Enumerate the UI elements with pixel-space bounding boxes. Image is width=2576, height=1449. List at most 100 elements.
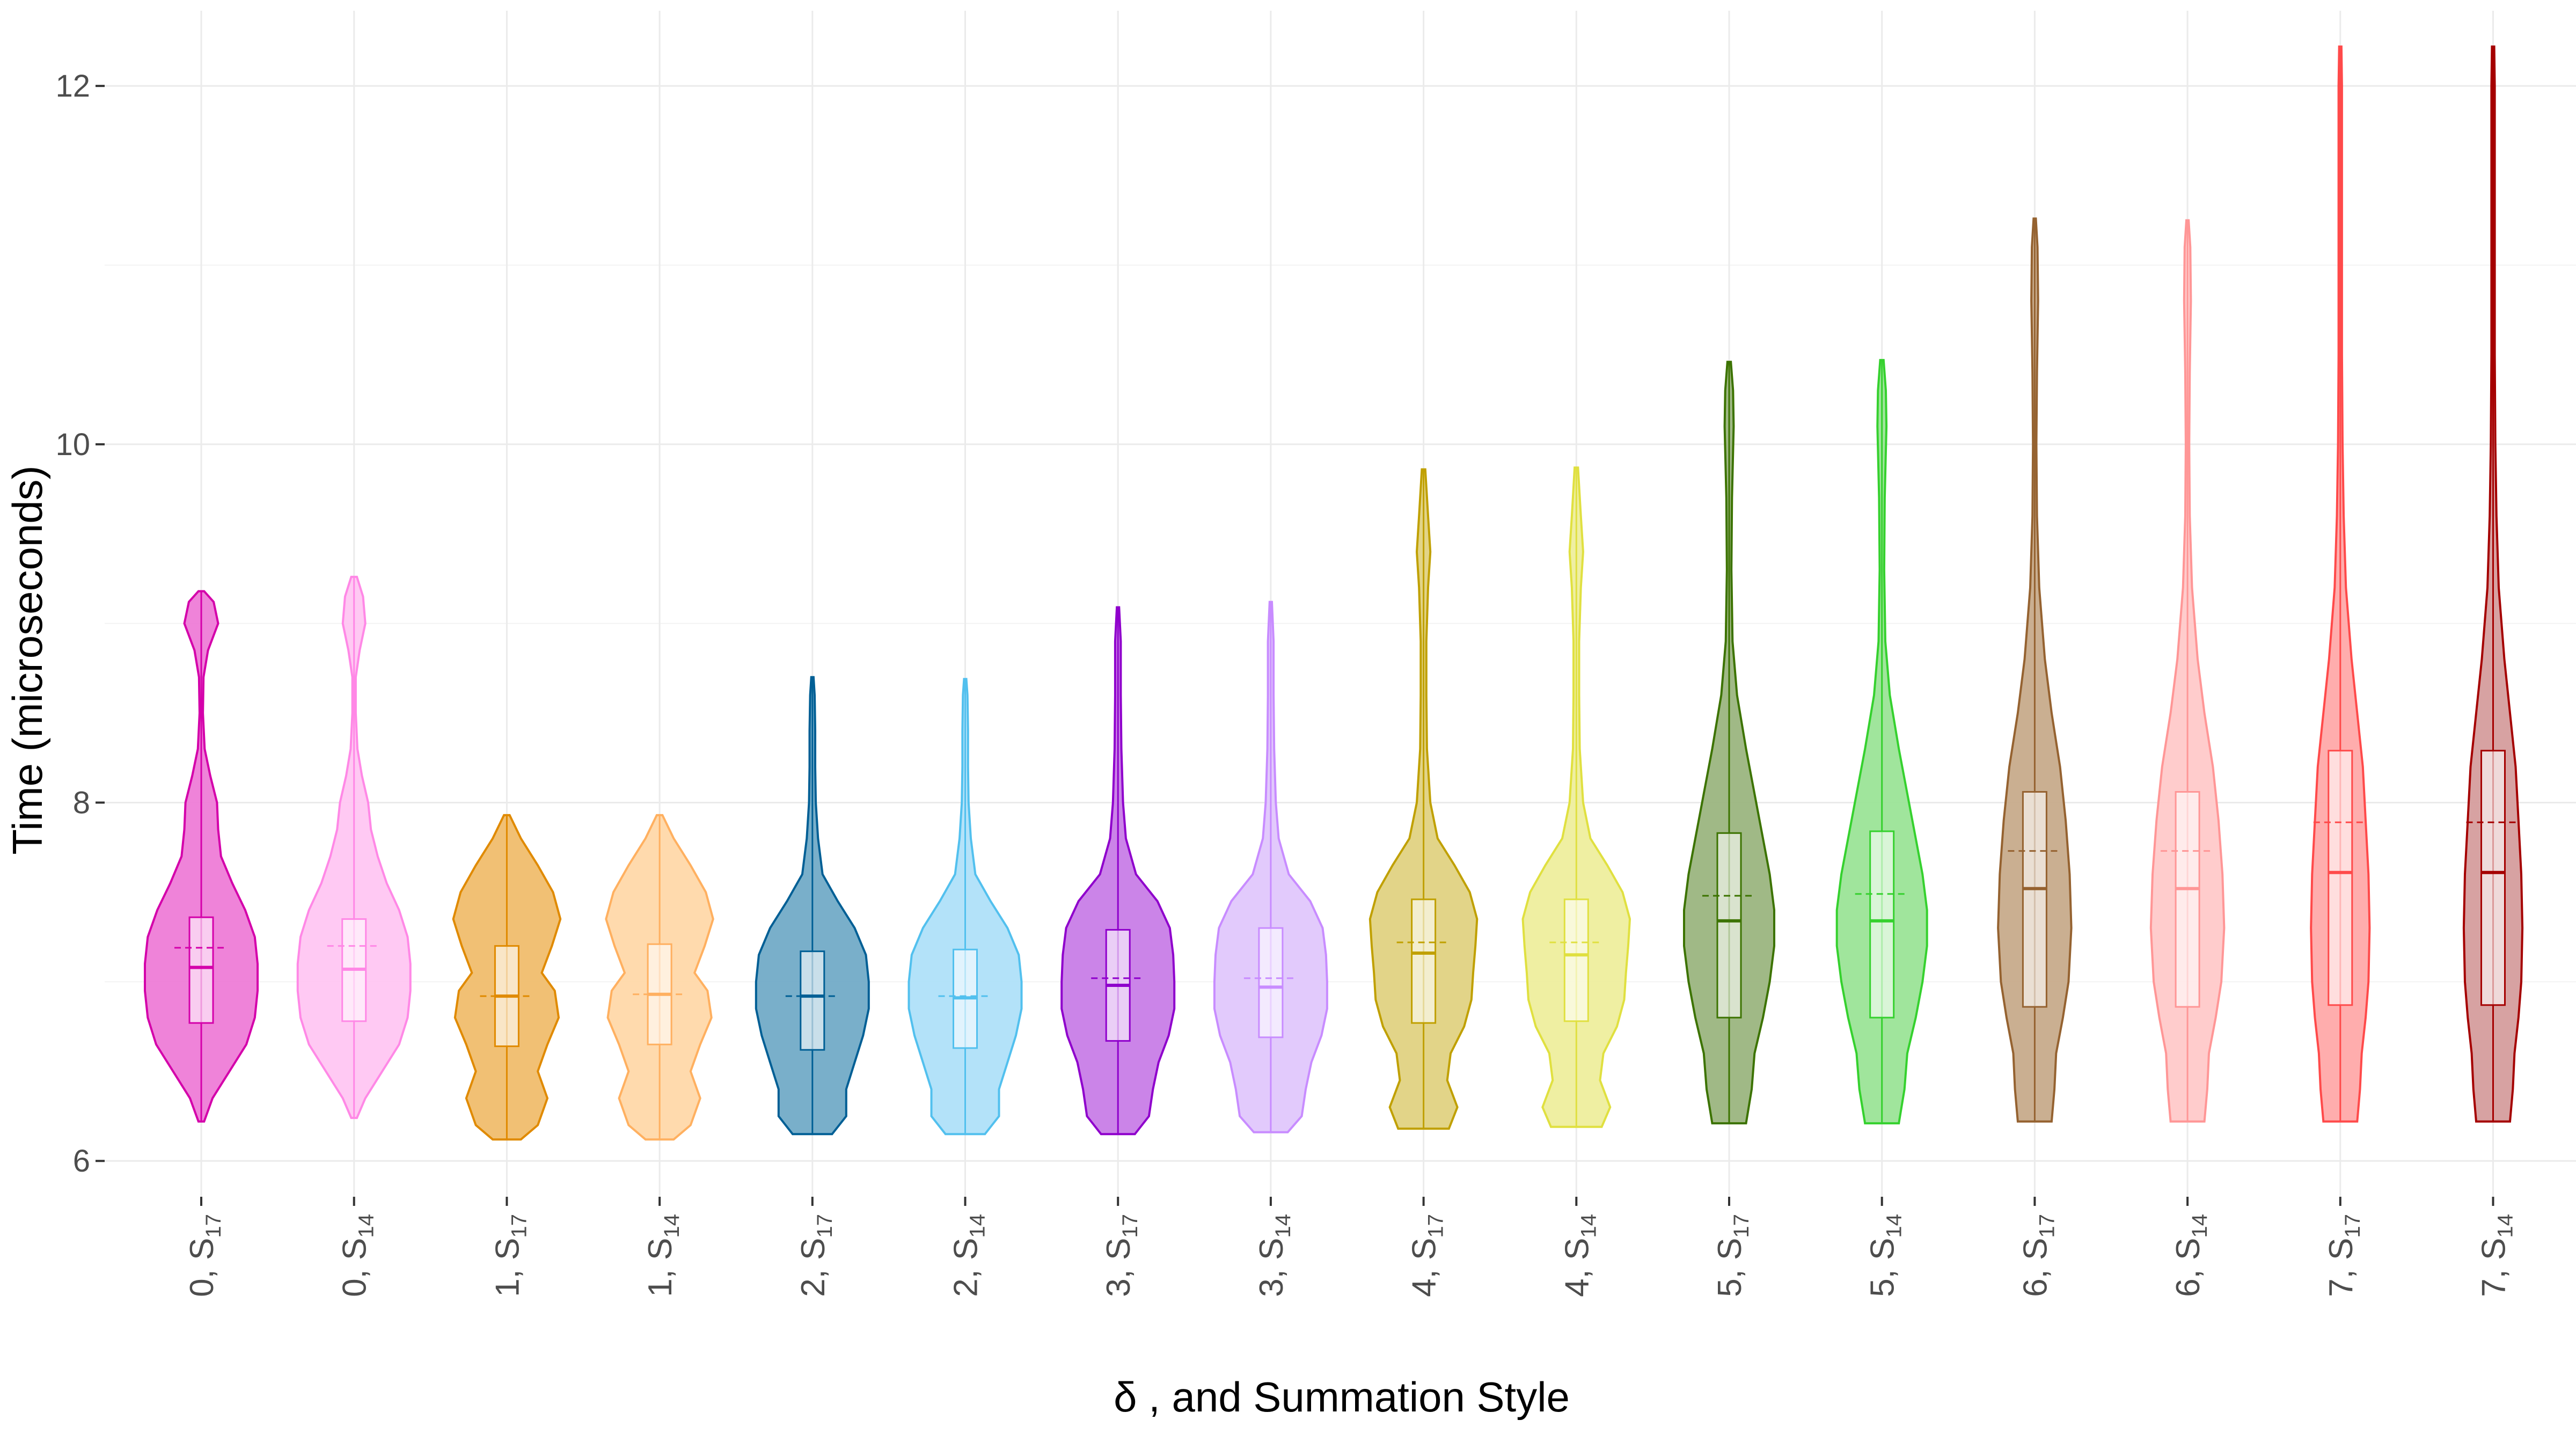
x-tick-subscript: 17 [1118, 1214, 1142, 1238]
box-iqr [800, 950, 825, 1051]
box-iqr [2480, 750, 2506, 1006]
x-tick-delta: 2, [948, 1260, 985, 1297]
x-tick-label: 0, S14 [336, 1214, 378, 1297]
x-tick-style: S [1864, 1238, 1901, 1260]
violin-group [2149, 219, 2226, 1123]
x-tick-delta: 0, [184, 1260, 221, 1297]
x-tick-subscript: 17 [2035, 1214, 2059, 1238]
x-tick-style: S [2476, 1238, 2513, 1260]
y-axis-title: Time (microseconds) [4, 465, 51, 854]
x-tick-label: 2, S17 [795, 1214, 837, 1297]
x-tick-subscript: 17 [1424, 1214, 1448, 1238]
violin-group [1368, 468, 1479, 1130]
x-tick-style: S [1558, 1238, 1596, 1260]
x-tick-delta: 4, [1558, 1260, 1596, 1297]
x-tick-delta: 4, [1406, 1260, 1443, 1297]
x-tick-subscript: 14 [660, 1214, 684, 1238]
x-tick-style: S [336, 1238, 374, 1260]
x-tick-style: S [948, 1238, 985, 1260]
box-iqr [2328, 750, 2353, 1006]
x-tick-subscript: 14 [966, 1214, 990, 1238]
y-tick-label: 12 [55, 69, 90, 104]
x-tick-delta: 7, [2323, 1260, 2360, 1297]
x-tick-delta: 3, [1253, 1260, 1290, 1297]
box-iqr [1411, 898, 1437, 1024]
x-tick-subscript: 17 [202, 1214, 225, 1238]
violin-group [1683, 361, 1775, 1125]
x-tick-style: S [1100, 1238, 1137, 1260]
y-tick-label: 8 [73, 786, 90, 821]
violin-group [755, 676, 870, 1136]
y-tick-label: 10 [55, 427, 90, 462]
x-tick-style: S [1711, 1238, 1748, 1260]
x-tick-label: 4, S17 [1406, 1214, 1448, 1297]
x-tick-label: 6, S17 [2017, 1214, 2059, 1297]
x-tick-subscript: 14 [355, 1214, 378, 1238]
x-tick-style: S [2170, 1238, 2207, 1260]
box-iqr [1869, 830, 1895, 1019]
violin-group [1521, 466, 1631, 1128]
x-tick-style: S [1253, 1238, 1290, 1260]
x-tick-label: 2, S14 [948, 1214, 990, 1297]
x-tick-label: 3, S17 [1100, 1214, 1142, 1297]
x-tick-label: 5, S17 [1711, 1214, 1753, 1297]
x-tick-label: 5, S14 [1864, 1214, 1906, 1297]
violin-group [1060, 606, 1176, 1136]
box-iqr [188, 916, 214, 1024]
x-tick-delta: 5, [1711, 1260, 1748, 1297]
x-tick-delta: 6, [2170, 1260, 2207, 1297]
violin-group [2462, 45, 2524, 1123]
x-tick-subscript: 14 [1577, 1214, 1600, 1238]
x-tick-style: S [489, 1238, 526, 1260]
violin-group [605, 814, 714, 1141]
violin-group [1997, 217, 2073, 1123]
x-tick-delta: 2, [795, 1260, 832, 1297]
x-tick-style: S [1406, 1238, 1443, 1260]
violin-group [144, 590, 259, 1123]
x-tick-subscript: 17 [1730, 1214, 1753, 1238]
violin-group [1835, 358, 1928, 1125]
box-iqr [2022, 791, 2047, 1008]
x-tick-delta: 1, [489, 1260, 526, 1297]
x-tick-label: 6, S14 [2170, 1214, 2212, 1297]
x-axis-title: δ , and Summation Style [1114, 1373, 1570, 1421]
violin-group [2310, 45, 2371, 1123]
x-tick-subscript: 14 [2494, 1214, 2518, 1238]
x-tick-style: S [642, 1238, 679, 1260]
x-tick-label: 0, S17 [184, 1214, 225, 1297]
x-tick-label: 7, S14 [2476, 1214, 2518, 1297]
x-tick-subscript: 17 [813, 1214, 837, 1238]
x-tick-subscript: 17 [2341, 1214, 2365, 1238]
violins-layer [144, 45, 2524, 1141]
x-tick-style: S [795, 1238, 832, 1260]
x-tick-style: S [2323, 1238, 2360, 1260]
x-tick-delta: 7, [2476, 1260, 2513, 1297]
box-iqr [1716, 832, 1742, 1019]
x-tick-label: 3, S14 [1253, 1214, 1295, 1297]
box-iqr [2175, 791, 2200, 1008]
violin-group [1213, 601, 1328, 1133]
x-tick-delta: 6, [2017, 1260, 2054, 1297]
y-axis: 6 8 10 12 [55, 69, 105, 1179]
x-tick-label: 7, S17 [2323, 1214, 2365, 1297]
x-tick-subscript: 14 [2188, 1214, 2212, 1238]
violin-group [296, 575, 412, 1119]
box-iqr [1563, 898, 1589, 1022]
violin-group [908, 678, 1023, 1136]
x-tick-subscript: 14 [1883, 1214, 1906, 1238]
x-tick-delta: 5, [1864, 1260, 1901, 1297]
x-tick-label: 1, S14 [642, 1214, 684, 1297]
x-tick-style: S [2017, 1238, 2054, 1260]
violin-group [452, 814, 562, 1141]
x-tick-delta: 1, [642, 1260, 679, 1297]
x-tick-label: 4, S14 [1558, 1214, 1600, 1297]
x-tick-label: 1, S17 [489, 1214, 531, 1297]
x-tick-delta: 0, [336, 1260, 374, 1297]
box-iqr [1258, 927, 1284, 1038]
x-tick-style: S [184, 1238, 221, 1260]
y-tick-label: 6 [73, 1144, 90, 1179]
x-tick-subscript: 14 [1271, 1214, 1295, 1238]
